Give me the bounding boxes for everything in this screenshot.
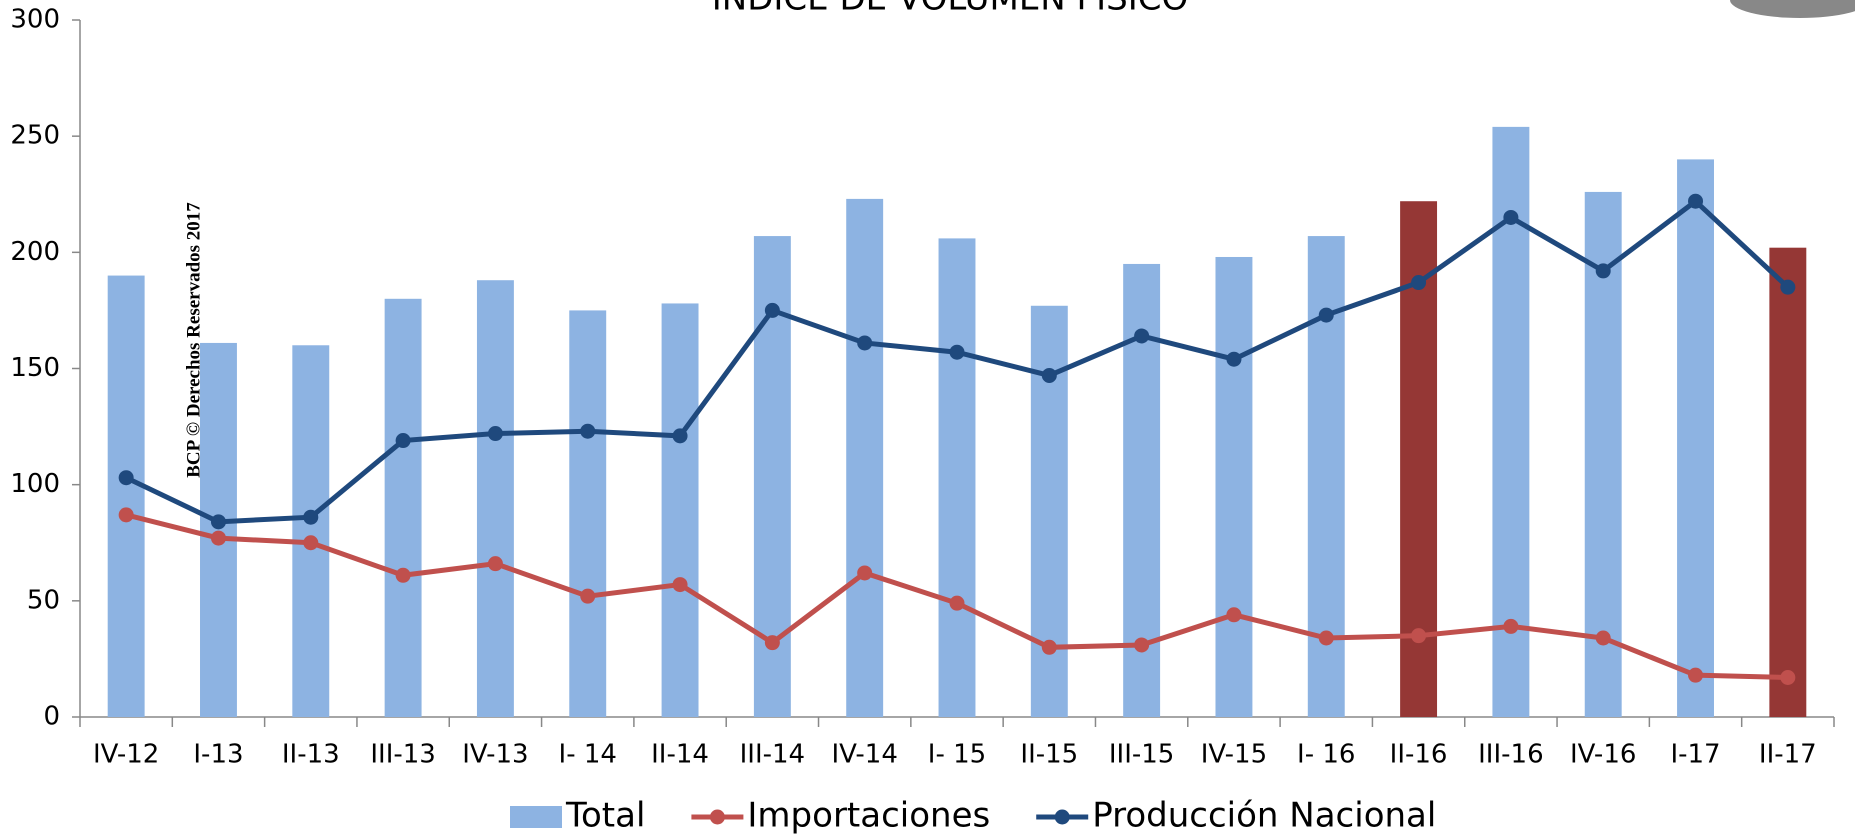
bar [292,345,330,717]
point [580,588,596,604]
point [857,335,873,351]
point [118,470,134,486]
point [210,514,226,530]
bar [200,342,237,717]
bar [1677,159,1714,717]
point [949,344,965,360]
point [1226,607,1242,623]
x-tick-label: I- 16 [1297,740,1355,770]
x-tick-label: IV-13 [462,740,528,770]
bar [1215,256,1253,717]
bar [661,303,699,717]
point [1503,209,1519,225]
bar [107,275,145,717]
legend-swatch [1054,809,1070,825]
point [672,577,688,593]
y-tick-label: 0 [43,702,60,732]
x-tick-label: IV-15 [1201,740,1267,770]
bar [938,238,976,718]
point [580,423,596,439]
point [487,426,503,442]
x-tick-label: IV-16 [1570,740,1636,770]
bar [384,298,422,717]
x-tick-label: I-13 [193,740,243,770]
legend-label: Importaciones [747,796,990,836]
point [764,635,780,651]
y-tick-label: 100 [10,469,60,499]
point [857,565,873,581]
bar [476,280,514,717]
point [1226,351,1242,367]
point [1134,637,1150,653]
legend-swatch [510,806,562,828]
point [395,433,411,449]
point [1503,618,1519,634]
x-tick-label: II-15 [1020,740,1078,770]
x-tick-label: II-13 [282,740,340,770]
x-tick-label: III-14 [740,740,805,770]
corner-decoration [1730,0,1855,18]
point [1041,639,1057,655]
point [303,535,319,551]
y-tick-label: 250 [10,121,60,151]
x-tick-label: IV-12 [93,740,159,770]
point [1780,670,1796,686]
point [1780,279,1796,295]
point [303,509,319,525]
watermark: BCP © Derechos Reservados 2017 [183,202,204,478]
bar [1769,247,1807,718]
x-tick-label: III-15 [1109,740,1174,770]
x-tick-label: I- 14 [559,740,617,770]
legend-label: Producción Nacional [1092,796,1436,836]
point [1411,275,1427,291]
x-tick-label: IV-14 [831,740,897,770]
x-tick-label: III-16 [1478,740,1543,770]
bar [1584,191,1622,718]
legend-swatch [709,809,725,825]
point [1595,263,1611,279]
bar [846,198,884,717]
point [672,428,688,444]
point [487,556,503,572]
point [1688,193,1704,209]
point [1411,628,1427,644]
legend-label: Total [565,796,645,836]
point [1688,667,1704,683]
point [1134,328,1150,344]
point [210,530,226,546]
point [1595,630,1611,646]
y-tick-label: 300 [10,5,60,35]
y-tick-label: 150 [10,353,60,383]
point [395,567,411,583]
y-tick-label: 50 [27,585,60,615]
point [1318,630,1334,646]
point [1041,367,1057,383]
point [949,595,965,611]
x-tick-label: II-16 [1390,740,1448,770]
x-tick-label: III-13 [370,740,435,770]
x-tick-label: II-17 [1759,740,1817,770]
bar [569,310,607,717]
point [118,507,134,523]
point [764,302,780,318]
x-tick-label: I-17 [1670,740,1720,770]
y-tick-label: 200 [10,237,60,267]
point [1318,307,1334,323]
chart-title: ÍNDICE DE VOLUMEN FÍSICO [712,0,1188,19]
x-tick-label: I- 15 [928,740,986,770]
x-tick-label: II-14 [651,740,709,770]
